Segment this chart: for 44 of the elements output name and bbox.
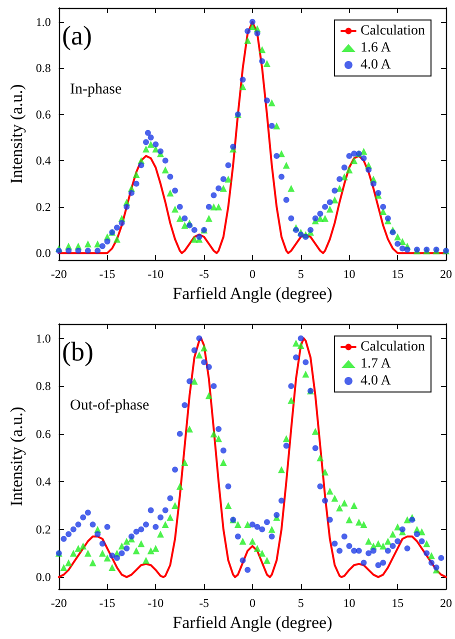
x-tick-label: -5 <box>199 267 210 281</box>
annotation: In-phase <box>70 82 122 98</box>
y-tick-label: 0.0 <box>36 246 51 260</box>
x-tick-label: -20 <box>50 596 67 610</box>
annotation: Out-of-phase <box>70 398 150 414</box>
x-tick-label: 10 <box>343 267 356 281</box>
legend-label: 4.0 A <box>360 58 392 72</box>
y-tick-label: 0.2 <box>36 200 51 214</box>
y-tick-label: 1.0 <box>36 331 51 346</box>
y-tick-label: 0.6 <box>36 107 51 122</box>
x-tick-label: 15 <box>392 596 404 610</box>
x-tick-label: 0 <box>249 267 256 281</box>
x-tick-label: -10 <box>148 267 164 281</box>
x-tick-label: -5 <box>199 596 210 610</box>
y-tick-label: 0.0 <box>36 570 51 584</box>
legend-label: 1.6 A <box>360 40 392 56</box>
x-tick-label: 20 <box>440 596 452 610</box>
y-axis-title: Intensity (a.u.) <box>7 84 26 184</box>
y-tick-label: 0.2 <box>36 522 51 536</box>
y-tick-label: 0.4 <box>36 154 51 168</box>
y-tick-label: 0.8 <box>36 379 51 394</box>
y-tick-label: 0.8 <box>36 61 51 76</box>
x-tick-label: 5 <box>298 267 304 281</box>
y-tick-label: 0.6 <box>36 426 51 441</box>
x-tick-label: 5 <box>298 596 304 610</box>
y-tick-label: 1.0 <box>36 14 51 29</box>
x-tick-label: 10 <box>343 596 356 610</box>
y-axis-title: Intensity (a.u.) <box>7 406 26 506</box>
x-tick-label: 15 <box>392 267 404 281</box>
x-tick-label: 20 <box>440 267 452 281</box>
y-tick-label: 0.4 <box>36 474 51 489</box>
x-tick-label: -15 <box>99 267 116 281</box>
x-axis-title: Farfield Angle (degree) <box>172 284 332 303</box>
x-tick-label: -15 <box>99 596 116 610</box>
x-tick-label: -20 <box>50 267 67 281</box>
legend-label: 4.0 A <box>360 374 392 388</box>
legend-label: Calculation <box>360 340 426 354</box>
legend-label: Calculation <box>360 24 426 38</box>
x-tick-label: 0 <box>249 596 256 610</box>
annotation: (a) <box>62 20 92 50</box>
x-tick-label: -10 <box>148 596 164 610</box>
legend-label: 1.7 A <box>360 356 392 372</box>
annotation: (b) <box>62 336 94 366</box>
x-axis-title: Farfield Angle (degree) <box>172 612 332 632</box>
